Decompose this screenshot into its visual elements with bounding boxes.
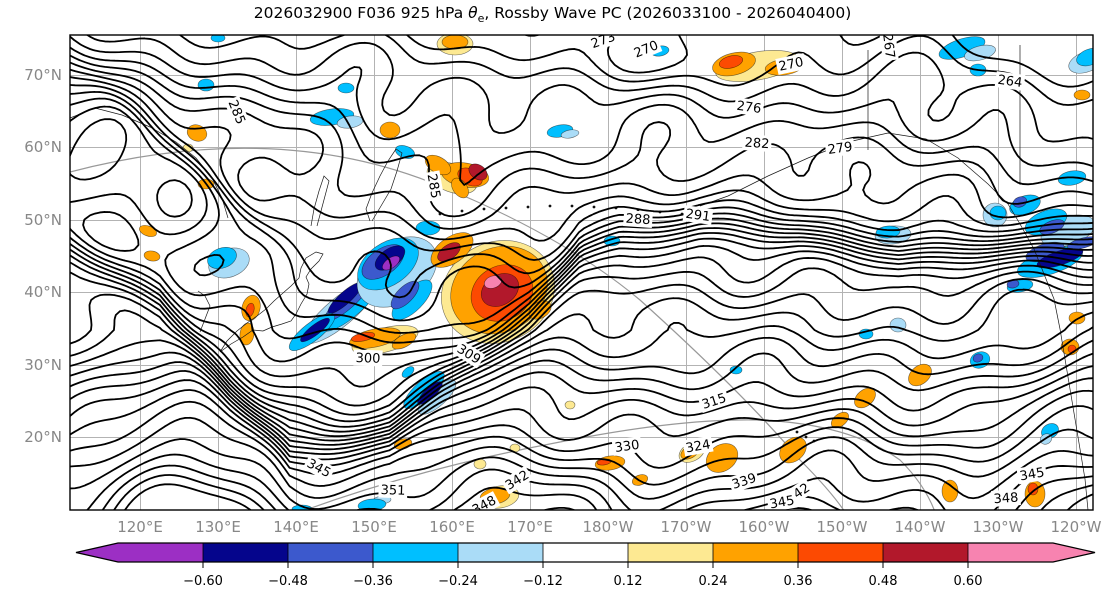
lon-tick-label: 160°E [429,518,475,536]
lon-tick-label: 150°E [351,518,397,536]
colorbar-segment [628,543,713,562]
colorbar-segment [458,543,543,562]
colorbar-tick-label: −0.12 [523,574,563,589]
colorbar-tick-label: 0.48 [869,574,898,589]
lat-tick-label: 60°N [24,138,62,156]
colorbar-tick-label: −0.48 [268,574,308,589]
lon-tick-label: 140°E [273,518,319,536]
lat-tick-label: 30°N [24,356,62,374]
colorbar-segment [203,543,288,562]
colorbar-segment [118,543,203,562]
colorbar-segment [798,543,883,562]
lon-tick-label: 160°W [738,518,790,536]
colorbar: −0.60 −0.48 −0.36 −0.24 −0.12 0.12 0.24 0.36 0.4… [75,542,1096,589]
colorbar-segment [543,543,628,562]
title-part1: 2026032900 F036 925 hPa [253,4,469,22]
colorbar-right-arrow [1053,543,1095,562]
lat-tick-label: 70°N [24,66,62,84]
colorbar-outline [75,542,1096,563]
lon-tick-label: 170°E [507,518,553,536]
lat-tick-label: 20°N [24,428,62,446]
colorbar-left-arrow [76,543,118,562]
chart-title: 2026032900 F036 925 hPa θe, Rossby Wave … [0,4,1105,25]
colorbar-tick-label: −0.24 [438,574,478,589]
colorbar-segment [883,543,968,562]
colorbar-tick-label: −0.36 [353,574,393,589]
lat-tick-label: 50°N [24,211,62,229]
lon-tick-label: 180°W [582,518,634,536]
colorbar-tick-label: 0.36 [784,574,813,589]
lon-tick-label: 130°W [972,518,1024,536]
colorbar-segment [288,543,373,562]
colorbar-tick-label: −0.60 [183,574,223,589]
colorbar-tick-label: 0.60 [954,574,983,589]
colorbar-segment [968,543,1053,562]
lon-tick-label: 140°W [894,518,946,536]
lon-tick-label: 170°W [660,518,712,536]
lon-tick-label: 120°E [117,518,163,536]
lon-tick-label: 120°W [1050,518,1102,536]
colorbar-segment [713,543,798,562]
theta-subscript: e [477,12,485,26]
theta-symbol: θ [468,4,478,22]
lon-tick-label: 150°W [816,518,868,536]
colorbar-segment [373,543,458,562]
title-part2: , Rossby Wave PC (2026033100 - 202604040… [484,4,852,22]
lat-tick-label: 40°N [24,283,62,301]
colorbar-tick-label: 0.24 [699,574,728,589]
colorbar-tick-label: 0.12 [614,574,643,589]
lon-tick-label: 130°E [195,518,241,536]
